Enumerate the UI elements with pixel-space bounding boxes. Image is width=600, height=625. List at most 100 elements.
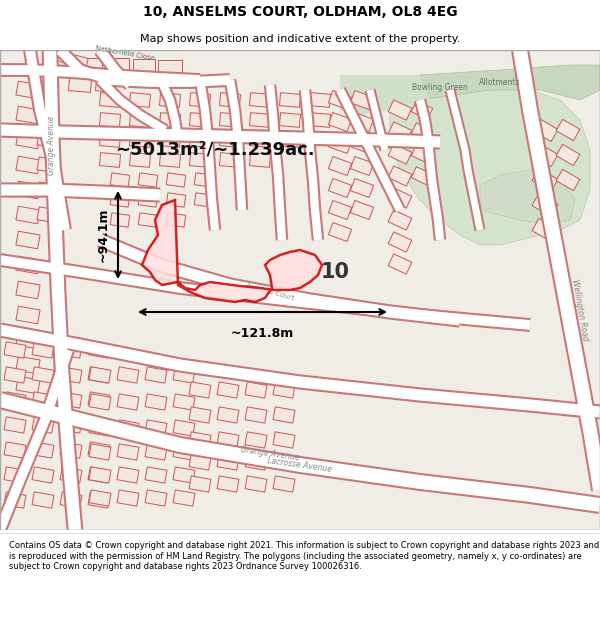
- Bar: [532, 119, 558, 141]
- Bar: [173, 467, 195, 483]
- Bar: [245, 432, 267, 448]
- Bar: [100, 92, 121, 108]
- Bar: [145, 490, 167, 506]
- Bar: [89, 467, 111, 483]
- Bar: [412, 101, 433, 119]
- Bar: [273, 382, 295, 398]
- Bar: [95, 78, 116, 92]
- Bar: [16, 156, 40, 174]
- Bar: [130, 112, 151, 128]
- Polygon shape: [480, 170, 575, 225]
- Bar: [388, 210, 412, 230]
- Bar: [189, 382, 211, 398]
- Bar: [160, 92, 181, 108]
- Bar: [4, 467, 26, 483]
- Bar: [189, 432, 211, 448]
- Bar: [166, 192, 186, 208]
- Bar: [16, 331, 40, 349]
- Bar: [160, 112, 181, 128]
- Bar: [217, 454, 239, 470]
- Text: ~5013m²/~1.239ac.: ~5013m²/~1.239ac.: [115, 141, 314, 159]
- Text: Wellington Road: Wellington Road: [570, 278, 590, 342]
- Bar: [88, 392, 110, 408]
- Bar: [41, 64, 59, 80]
- Bar: [350, 156, 374, 176]
- Bar: [110, 173, 130, 188]
- Bar: [220, 152, 241, 168]
- Bar: [217, 382, 239, 398]
- Bar: [16, 281, 40, 299]
- Bar: [166, 213, 186, 228]
- Bar: [16, 206, 40, 224]
- Bar: [189, 476, 211, 492]
- Bar: [138, 213, 158, 228]
- Bar: [32, 442, 54, 458]
- Bar: [60, 442, 82, 458]
- Bar: [117, 394, 139, 410]
- Bar: [310, 92, 331, 108]
- Bar: [60, 392, 82, 408]
- Bar: [133, 59, 155, 71]
- Bar: [88, 367, 110, 383]
- Bar: [37, 182, 59, 198]
- Bar: [388, 254, 412, 274]
- Bar: [88, 492, 110, 508]
- Bar: [190, 132, 211, 148]
- Text: Bowling Green: Bowling Green: [412, 83, 468, 92]
- Bar: [245, 382, 267, 398]
- Bar: [89, 490, 111, 506]
- Polygon shape: [142, 200, 322, 302]
- Bar: [160, 152, 181, 168]
- Bar: [532, 144, 558, 166]
- Bar: [145, 420, 167, 436]
- Bar: [117, 467, 139, 483]
- Bar: [217, 407, 239, 423]
- Bar: [280, 112, 301, 128]
- Bar: [145, 367, 167, 383]
- Bar: [32, 367, 54, 383]
- Text: Grange Avenue: Grange Avenue: [240, 446, 300, 462]
- Bar: [78, 58, 102, 72]
- Polygon shape: [340, 75, 430, 115]
- Bar: [328, 134, 352, 154]
- Bar: [556, 144, 580, 166]
- Bar: [388, 188, 412, 208]
- Text: Grange Avenue: Grange Avenue: [47, 115, 56, 175]
- Bar: [532, 169, 558, 191]
- Bar: [250, 152, 271, 168]
- Bar: [173, 367, 195, 383]
- Bar: [158, 59, 182, 72]
- Bar: [60, 342, 82, 358]
- Bar: [16, 106, 40, 124]
- Bar: [37, 107, 59, 123]
- Bar: [145, 394, 167, 410]
- Bar: [4, 417, 26, 433]
- Bar: [280, 132, 301, 148]
- Bar: [190, 112, 211, 128]
- Bar: [350, 112, 374, 131]
- Bar: [68, 54, 88, 70]
- Bar: [217, 476, 239, 492]
- Text: Allotments: Allotments: [479, 78, 521, 87]
- Bar: [32, 467, 54, 483]
- Bar: [388, 100, 412, 120]
- Bar: [328, 156, 352, 176]
- Text: ~121.8m: ~121.8m: [231, 327, 294, 340]
- Bar: [412, 167, 433, 185]
- Bar: [220, 112, 241, 128]
- Bar: [412, 145, 433, 163]
- Bar: [350, 179, 374, 198]
- Bar: [532, 194, 558, 216]
- Bar: [68, 78, 92, 92]
- Bar: [220, 132, 241, 148]
- Bar: [189, 407, 211, 423]
- Bar: [166, 173, 186, 188]
- Bar: [16, 376, 40, 394]
- Bar: [280, 92, 301, 108]
- Text: Map shows position and indicative extent of the property.: Map shows position and indicative extent…: [140, 34, 460, 44]
- Bar: [412, 122, 433, 141]
- Bar: [245, 476, 267, 492]
- Bar: [130, 132, 151, 148]
- Text: ~94.1m: ~94.1m: [97, 208, 110, 262]
- Bar: [60, 467, 82, 483]
